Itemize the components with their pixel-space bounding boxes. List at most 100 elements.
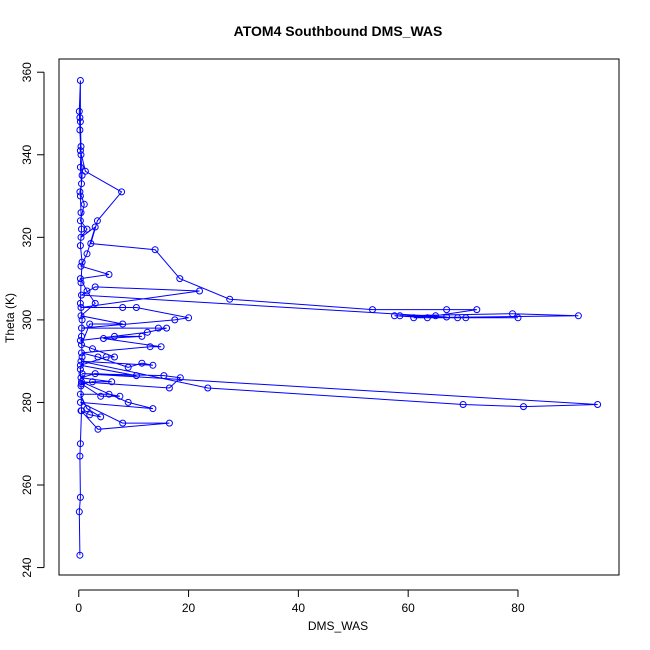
data-point — [454, 314, 462, 322]
data-point — [410, 314, 418, 322]
data-point — [160, 372, 168, 380]
data-point — [76, 126, 84, 134]
y-tick-label: 300 — [20, 310, 34, 330]
data-point — [78, 291, 85, 299]
data-point — [77, 407, 85, 415]
data-point — [76, 337, 84, 344]
data-point — [462, 314, 470, 322]
data-point — [78, 353, 86, 361]
data-point — [86, 411, 94, 419]
data-point — [574, 312, 582, 320]
data-point — [423, 314, 431, 322]
data-point — [91, 370, 99, 378]
data-point — [149, 405, 157, 413]
data-point — [77, 209, 85, 217]
data-point — [369, 306, 376, 314]
data-point — [132, 304, 140, 311]
y-tick-label: 260 — [20, 475, 34, 495]
data-point — [91, 283, 99, 291]
data-point — [157, 343, 165, 351]
data-point — [116, 392, 124, 400]
data-point — [105, 271, 113, 278]
x-axis: 0 20 40 60 80 — [75, 589, 525, 615]
y-axis: 240 260 280 300 320 340 360 — [20, 62, 45, 578]
data-point — [146, 343, 154, 351]
y-tick-label: 340 — [20, 144, 34, 164]
data-point — [176, 275, 184, 283]
data-point — [76, 114, 84, 122]
data-point — [443, 306, 451, 314]
data-point — [76, 299, 84, 307]
data-point — [132, 372, 140, 380]
y-tick-label: 360 — [20, 62, 34, 82]
data-point — [83, 250, 91, 258]
data-point — [111, 332, 118, 340]
data-point — [77, 233, 85, 241]
data-point — [143, 328, 151, 336]
data-point — [124, 398, 132, 406]
data-point — [78, 316, 86, 324]
data-point — [154, 324, 162, 332]
plot-frame — [58, 58, 620, 576]
data-point — [78, 378, 85, 386]
data-point — [76, 192, 84, 200]
data-point — [97, 413, 105, 421]
data-point — [171, 316, 179, 324]
data-point — [77, 304, 85, 311]
data-point — [76, 493, 84, 501]
data-point — [163, 324, 171, 332]
y-tick-label: 320 — [20, 227, 34, 247]
data-point — [473, 306, 481, 314]
data-point — [119, 320, 127, 328]
data-point — [138, 359, 146, 367]
data-point — [165, 419, 173, 427]
data-point — [77, 143, 85, 150]
data-point — [119, 419, 127, 427]
data-point — [83, 287, 91, 295]
data-point — [83, 405, 91, 413]
data-point — [76, 163, 84, 171]
data-point — [97, 392, 105, 400]
data-point — [89, 345, 96, 353]
data-point — [514, 314, 522, 322]
data-point — [76, 361, 84, 369]
data-point — [77, 312, 85, 320]
data-point — [520, 403, 527, 411]
data-point — [151, 246, 159, 254]
y-tick-label: 280 — [20, 392, 34, 412]
data-point — [108, 378, 116, 386]
data-point — [78, 258, 86, 266]
data-point — [87, 240, 95, 247]
data-point — [78, 332, 85, 340]
data-point — [138, 332, 146, 340]
data-point — [102, 353, 110, 361]
data-point — [176, 374, 184, 382]
x-tick-label: 80 — [511, 601, 525, 615]
data-point — [118, 188, 126, 196]
data-point — [78, 370, 86, 378]
data-point — [196, 287, 203, 295]
data-point — [76, 365, 84, 373]
data-point — [204, 384, 212, 392]
data-point — [78, 324, 85, 332]
x-tick-label: 0 — [75, 601, 82, 615]
data-point — [76, 275, 84, 283]
data-point — [111, 353, 118, 361]
data-point — [391, 312, 398, 320]
data-point — [124, 363, 132, 371]
data-point — [91, 223, 99, 231]
y-axis-label: Theta (K) — [3, 293, 17, 343]
data-point — [76, 217, 84, 225]
data-point — [76, 440, 84, 448]
x-tick-label: 60 — [401, 601, 415, 615]
data-point — [83, 225, 91, 233]
data-point — [78, 349, 85, 357]
data-point — [77, 279, 85, 287]
data-point — [75, 508, 83, 516]
data-point — [76, 118, 84, 126]
data-point — [119, 304, 127, 311]
x-axis-label: DMS_WAS — [308, 619, 368, 633]
data-point — [76, 398, 84, 406]
data-point — [94, 353, 102, 361]
data-point — [86, 320, 94, 328]
